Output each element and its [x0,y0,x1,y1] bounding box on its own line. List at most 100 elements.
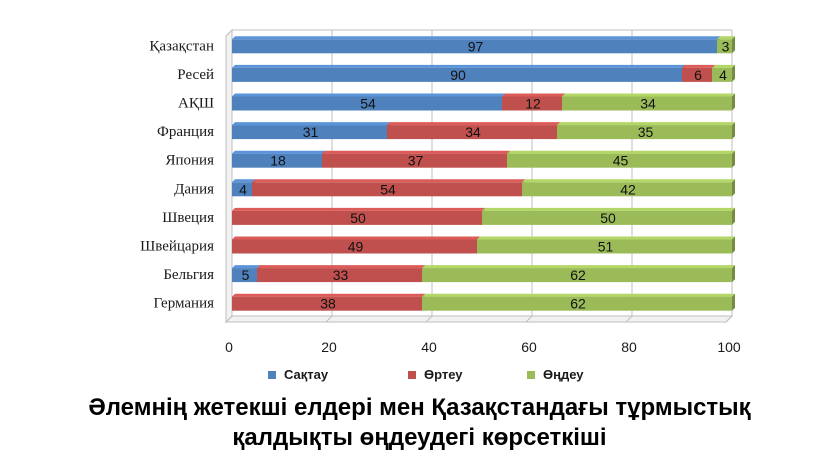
bar-front-face [477,239,732,254]
x-axis-tick-labels: 0 20 40 60 80 100 [225,339,741,355]
data-label: 34 [640,96,656,112]
data-label: 33 [333,267,349,283]
x-tick-label: 60 [521,339,537,355]
bar-segment: 50 [482,207,735,226]
bar-top-face [322,150,510,154]
category-label: Ресей [177,67,214,83]
data-label: 34 [465,124,481,140]
data-label: 35 [638,124,654,140]
bar-front-face [387,125,557,140]
bar-top-face [232,93,505,97]
gridline-floor-100 [725,315,733,323]
bar-top-face [257,265,425,269]
category-label: Бельгия [163,267,214,283]
bar-front-face [422,268,732,283]
data-label: 3 [722,38,730,54]
bar-top-face [522,179,735,183]
bar-top-face [232,207,485,211]
bar-top-face [562,93,735,97]
bar-top-face [232,64,685,68]
bar-top-face [482,207,735,211]
bar-segment: 62 [422,293,735,312]
bar-top-face [477,236,735,240]
bar-side-face [732,36,735,54]
legend-item: Сақтау [268,367,329,382]
legend-item: Өртеу [408,367,463,382]
bar-front-face [232,296,422,311]
legend-label: Өртеу [424,367,463,382]
data-label: 51 [598,239,614,255]
bar-segment: 4 [232,179,255,197]
data-label: 18 [270,153,286,169]
bar-front-face [232,67,682,82]
x-tick-label: 40 [421,339,437,355]
data-label: 62 [570,296,586,312]
bar-front-face [557,125,732,140]
bar-top-face [232,179,255,183]
bar-segment: 51 [477,236,735,255]
bar-top-face [502,93,565,97]
data-label: 38 [320,296,336,312]
bar-top-face [232,150,325,154]
bar-side-face [732,265,735,283]
bar-side-face [732,150,735,168]
bar-segment: 97 [232,36,720,54]
bar-top-face [252,179,525,183]
bar-top-face [387,122,560,126]
plot-floor [224,315,734,323]
bar-segment: 62 [422,265,735,283]
category-label: Дания [174,181,214,197]
bar-front-face [232,182,252,197]
bar-segment: 18 [232,150,325,169]
legend: Сақтау Өртеу Өңдеу [268,367,584,382]
bar-front-face [562,96,732,111]
bar-front-face [682,67,712,82]
bar-front-face [232,125,387,140]
bar-front-face [482,210,732,225]
bar-segment: 54 [232,93,505,112]
chart-title-line-1: Әлемнің жетекші елдері мен Қазақстандағы… [88,394,751,421]
data-label: 54 [380,181,396,197]
bar-side-face [732,293,735,311]
bar-front-face [232,210,482,225]
category-label: Швеция [162,210,214,226]
x-tick-label: 0 [225,339,233,355]
bar-segment: 34 [387,122,560,140]
data-label: 4 [239,181,247,197]
data-label: 50 [350,210,366,226]
category-labels: Қазақстан Ресей АҚШ Франция Япония Дания Швеци… [140,38,214,311]
data-label: 50 [600,210,616,226]
data-label: 97 [468,38,484,54]
bar-top-face [682,64,715,68]
bar-front-face [502,96,562,111]
data-label: 49 [348,239,364,255]
bar-segment: 34 [562,93,735,112]
bar-front-face [232,39,717,54]
bar-segment: 37 [322,150,510,169]
gridline-floor-80 [625,315,633,323]
category-label: АҚШ [178,96,214,112]
data-label: 62 [570,267,586,283]
data-label: 37 [408,153,424,169]
bar-segment: 49 [232,236,480,255]
bar-side-face [732,122,735,140]
bar-top-face [232,293,425,297]
bar-front-face [717,39,732,54]
category-label: Япония [166,153,215,169]
bar-segment: 42 [522,179,735,197]
bar-front-face [712,67,732,82]
bar-segment: 54 [252,179,525,197]
bar-top-face [232,36,720,40]
data-label: 5 [242,267,250,283]
category-label: Қазақстан [149,38,214,54]
gridline-floor-20 [325,315,333,323]
x-tick-label: 100 [717,339,741,355]
bar-segment: 50 [232,207,485,226]
bar-side-face [732,179,735,197]
category-label: Швейцария [140,239,214,255]
legend-label: Сақтау [284,367,329,382]
bar-segment: 33 [257,265,425,283]
legend-label: Өңдеу [543,367,584,382]
category-label: Германия [154,296,215,312]
